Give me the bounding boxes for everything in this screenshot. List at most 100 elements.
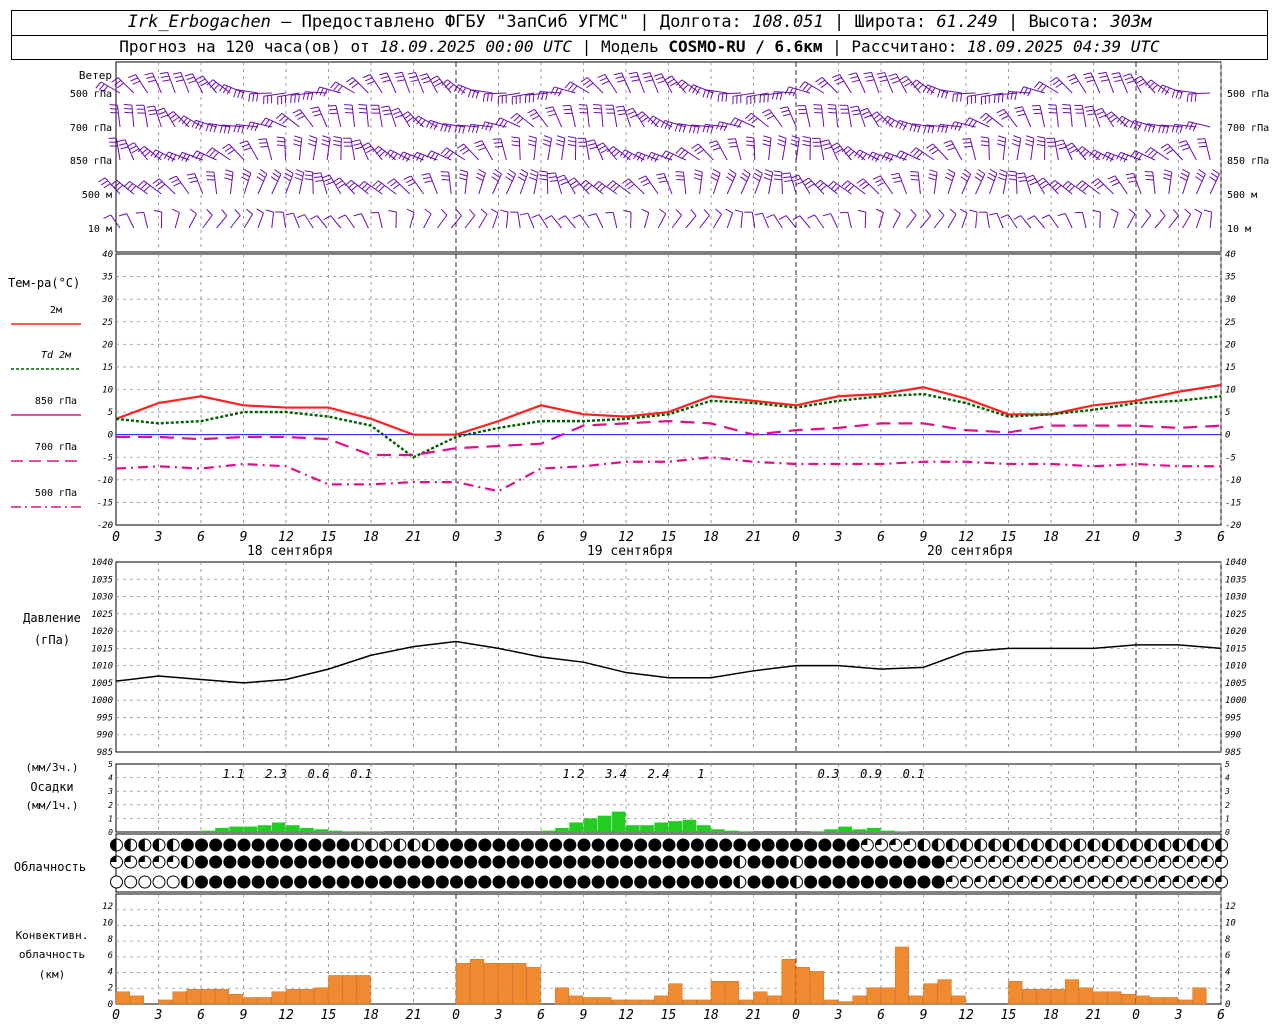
wind-barb — [398, 107, 411, 128]
temp-x-label: 15 — [661, 530, 677, 545]
wind-barb-feather — [688, 84, 694, 92]
cloud-symbol-fill — [1116, 876, 1123, 882]
wind-barb — [505, 212, 509, 229]
wind-barb — [734, 117, 756, 128]
wind-barb — [1188, 92, 1211, 95]
wind-level-label-right: 500 м — [1227, 190, 1257, 201]
cloud-symbol — [889, 855, 903, 869]
wind-barb — [920, 215, 932, 229]
pressure-axis-ytick-left: 1030 — [91, 593, 113, 603]
wind-barb-feather — [899, 121, 904, 130]
cloud-symbol — [492, 875, 506, 889]
conv-bar — [1178, 999, 1193, 1005]
wind-barb-feather — [144, 72, 153, 76]
temp-axis-ytick-right: 10 — [1225, 386, 1236, 396]
wind-barb-feather — [494, 145, 503, 148]
wind-barb-feather — [310, 106, 319, 110]
wind-barb-feather — [311, 109, 320, 113]
wind-barb-feather — [795, 181, 803, 186]
conv-x-label: 15 — [321, 1008, 337, 1023]
cloud-symbol-fill — [875, 839, 882, 845]
wind-barb-feather — [1145, 174, 1154, 177]
temp-x-label: 6 — [197, 530, 205, 545]
cloud-symbol — [605, 855, 619, 869]
conv-bar — [512, 963, 527, 1005]
wind-barb-feather — [636, 153, 642, 161]
wind-barb-feather — [847, 185, 855, 192]
wind-barb-feather — [1001, 115, 1009, 120]
cloud-symbol — [294, 855, 308, 869]
wind-barb-feather — [960, 176, 968, 182]
wind-barb-feather — [219, 84, 225, 92]
conv-bar — [285, 989, 300, 1005]
wind-barb-feather — [963, 169, 971, 175]
wind-barb-feather — [1159, 209, 1166, 217]
cloud-symbol-fill — [1073, 876, 1080, 882]
wind-barb — [410, 175, 425, 195]
cloud-symbol — [435, 838, 449, 852]
wind-barb-feather — [419, 119, 426, 127]
wind-barb-feather — [875, 116, 883, 123]
precip-sum-label: 2.3 — [265, 767, 287, 781]
wind-barb-feather — [394, 71, 403, 75]
wind-barb-feather — [363, 145, 372, 151]
wind-barb-feather — [650, 153, 656, 161]
wind-barb-feather — [799, 81, 806, 89]
wind-barb — [751, 212, 756, 229]
wind-barb — [458, 84, 479, 94]
conv-bar — [724, 980, 740, 1005]
precip-sum-label: 0.1 — [350, 767, 372, 781]
wind-barb-feather — [708, 140, 717, 144]
cloud-symbol — [634, 875, 648, 889]
conv-bar — [200, 989, 215, 1005]
wind-barb-feather — [567, 143, 576, 147]
wind-barb-feather — [600, 148, 609, 154]
conv-x-label: 6 — [877, 1008, 885, 1023]
wind-barb-feather — [588, 213, 597, 217]
wind-barb-feather — [878, 75, 887, 79]
wind-barb-feather — [830, 183, 837, 190]
wind-barb-feather — [675, 79, 683, 86]
conv-bar — [611, 999, 626, 1005]
wind-barb-feather — [227, 125, 231, 134]
wind-barb-feather — [392, 111, 401, 115]
wind-barb — [604, 74, 618, 94]
wind-barb — [1007, 214, 1018, 229]
wind-barb — [947, 213, 957, 229]
wind-barb-feather — [511, 140, 520, 143]
wind-barb-feather — [851, 109, 860, 112]
wind-barb-feather — [668, 122, 673, 131]
cloud-symbol-fill — [1017, 839, 1024, 851]
wind-barb-feather — [475, 125, 480, 134]
wind-barb-feather — [405, 178, 414, 184]
wind-barb — [598, 180, 618, 195]
temp-axis-ytick-right: 25 — [1225, 318, 1236, 328]
wind-barb — [129, 180, 148, 195]
precip-axis-ytick-right: 0 — [1225, 828, 1230, 837]
wind-barb-feather — [755, 168, 763, 174]
wind-barb — [124, 139, 135, 161]
wind-barb-feather — [243, 147, 252, 151]
wind-barb-feather — [485, 122, 490, 131]
wind-barb-feather — [833, 185, 841, 192]
wind-barb-feather — [947, 147, 956, 151]
wind-barb-feather — [315, 179, 324, 182]
pressure-axis-ytick-right: 1005 — [1225, 679, 1247, 689]
wind-barb-feather — [728, 142, 737, 144]
temp-x-label: 6 — [877, 530, 885, 545]
wind-barb-feather — [1048, 108, 1057, 110]
wind-barb-feather — [1107, 114, 1115, 120]
wind-barb — [692, 84, 714, 94]
wind-barb-feather — [422, 80, 431, 84]
precip-bar — [286, 825, 300, 832]
wind-level-label-right: 850 гПа — [1227, 156, 1269, 167]
wind-barb-feather — [945, 143, 954, 148]
cloud-symbol-fill — [1201, 856, 1208, 862]
wind-barb — [1020, 215, 1032, 229]
wind-barb-feather — [1172, 209, 1179, 216]
wind-barb-feather — [963, 142, 972, 144]
wind-barb — [969, 117, 990, 128]
wind-barb-feather — [132, 80, 141, 85]
cloud-symbol-fill — [393, 839, 400, 851]
wind-barb-feather — [1196, 172, 1205, 178]
